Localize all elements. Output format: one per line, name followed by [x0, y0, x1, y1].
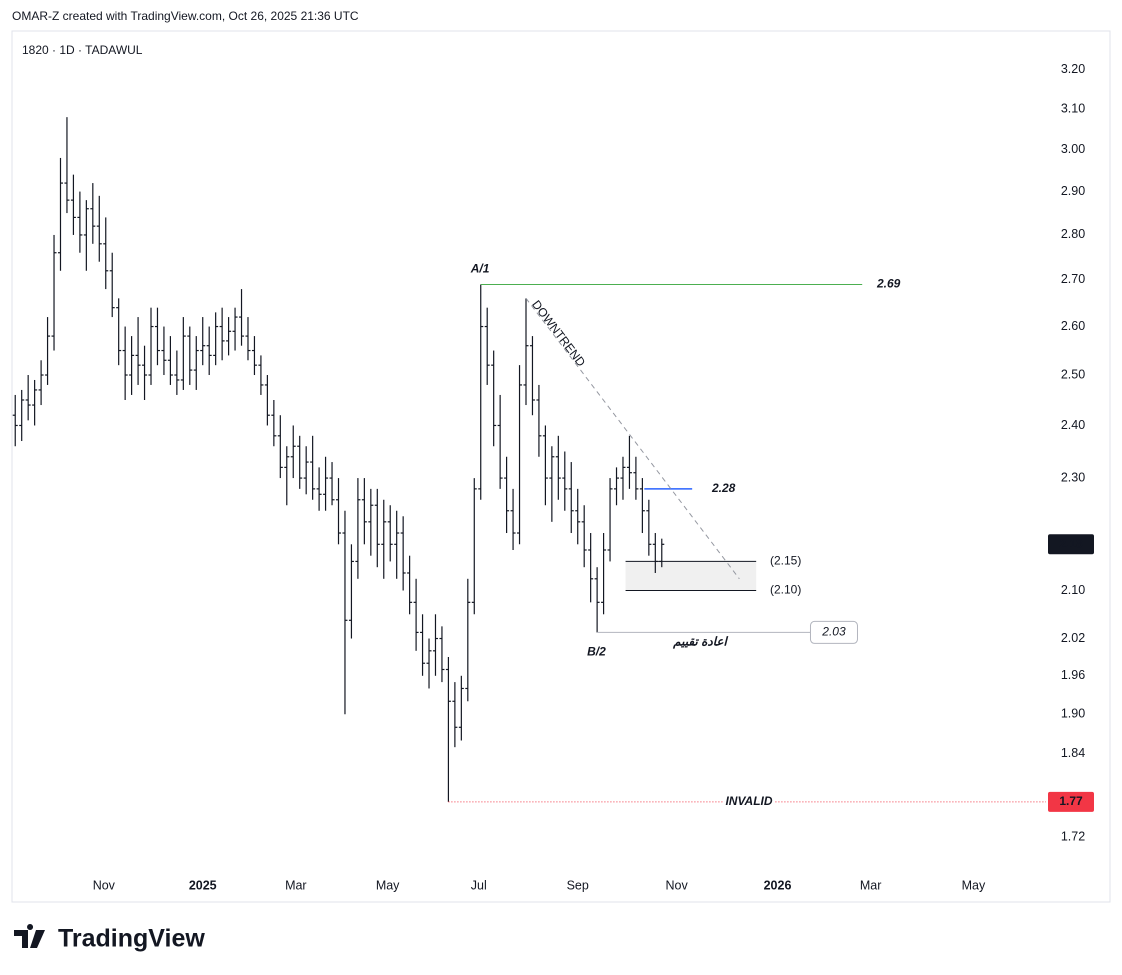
- invalid-badge-label: 1.77: [1059, 794, 1083, 808]
- zone-top-label: (2.15): [770, 554, 801, 568]
- x-tick-label: Jul: [471, 878, 487, 892]
- x-tick-label: May: [376, 878, 400, 892]
- y-tick-label: 2.60: [1061, 319, 1085, 333]
- x-tick-label: Sep: [567, 878, 589, 892]
- logo: TradingView: [14, 924, 205, 953]
- y-tick-label: 2.30: [1061, 470, 1085, 484]
- x-tick-label: 2026: [764, 878, 792, 892]
- downtrend-line: [525, 298, 740, 580]
- invalid-note: INVALID: [725, 794, 772, 808]
- b-label: B/2: [587, 645, 606, 659]
- reassess-box: [809, 620, 858, 644]
- y-tick-label: 2.40: [1061, 418, 1085, 432]
- y-tick-label: 2.02: [1061, 631, 1085, 645]
- zone: [625, 561, 757, 591]
- reassess-note: اعادة تقييم: [672, 635, 728, 650]
- a-label: A/1: [470, 262, 490, 276]
- x-tick-label: May: [962, 878, 986, 892]
- y-tick-label: 2.70: [1061, 272, 1085, 286]
- credit: OMAR-Z created with TradingView.com, Oct…: [12, 9, 359, 23]
- y-tick-label: 1.90: [1061, 707, 1085, 721]
- logo-mark: [14, 924, 45, 948]
- y-tick-label: 2.10: [1061, 583, 1085, 597]
- y-tick-label: 3.10: [1061, 101, 1085, 115]
- x-tick-label: Nov: [666, 878, 689, 892]
- y-tick-label: 1.96: [1061, 668, 1085, 682]
- x-tick-label: Mar: [860, 878, 882, 892]
- target-label: 2.69: [876, 277, 901, 291]
- reassess-label: 2.03: [821, 625, 846, 639]
- x-tick-label: 2025: [189, 878, 217, 892]
- plot-frame: [11, 30, 1111, 903]
- y-tick-label: 2.50: [1061, 367, 1085, 381]
- downtrend-label: DOWNTREND: [529, 298, 588, 370]
- resistance-label: 2.28: [711, 481, 736, 495]
- y-tick-label: 2.90: [1061, 184, 1085, 198]
- y-tick-label: 3.20: [1061, 62, 1085, 76]
- y-tick-label: 1.72: [1061, 830, 1085, 844]
- y-tick-label: 1.84: [1061, 746, 1085, 760]
- symbol-title: 1820 · 1D · TADAWUL: [22, 43, 143, 57]
- x-tick-label: Mar: [285, 878, 307, 892]
- y-tick-label: 2.80: [1061, 227, 1085, 241]
- last-price-badge: [1048, 534, 1094, 555]
- brand: TradingView: [58, 925, 205, 953]
- zone-bottom-label: (2.10): [770, 583, 801, 597]
- invalid-badge: [1048, 791, 1094, 812]
- x-tick-label: Nov: [93, 878, 116, 892]
- last-price-label: 2.18: [1059, 536, 1083, 550]
- y-tick-label: 3.00: [1061, 142, 1085, 156]
